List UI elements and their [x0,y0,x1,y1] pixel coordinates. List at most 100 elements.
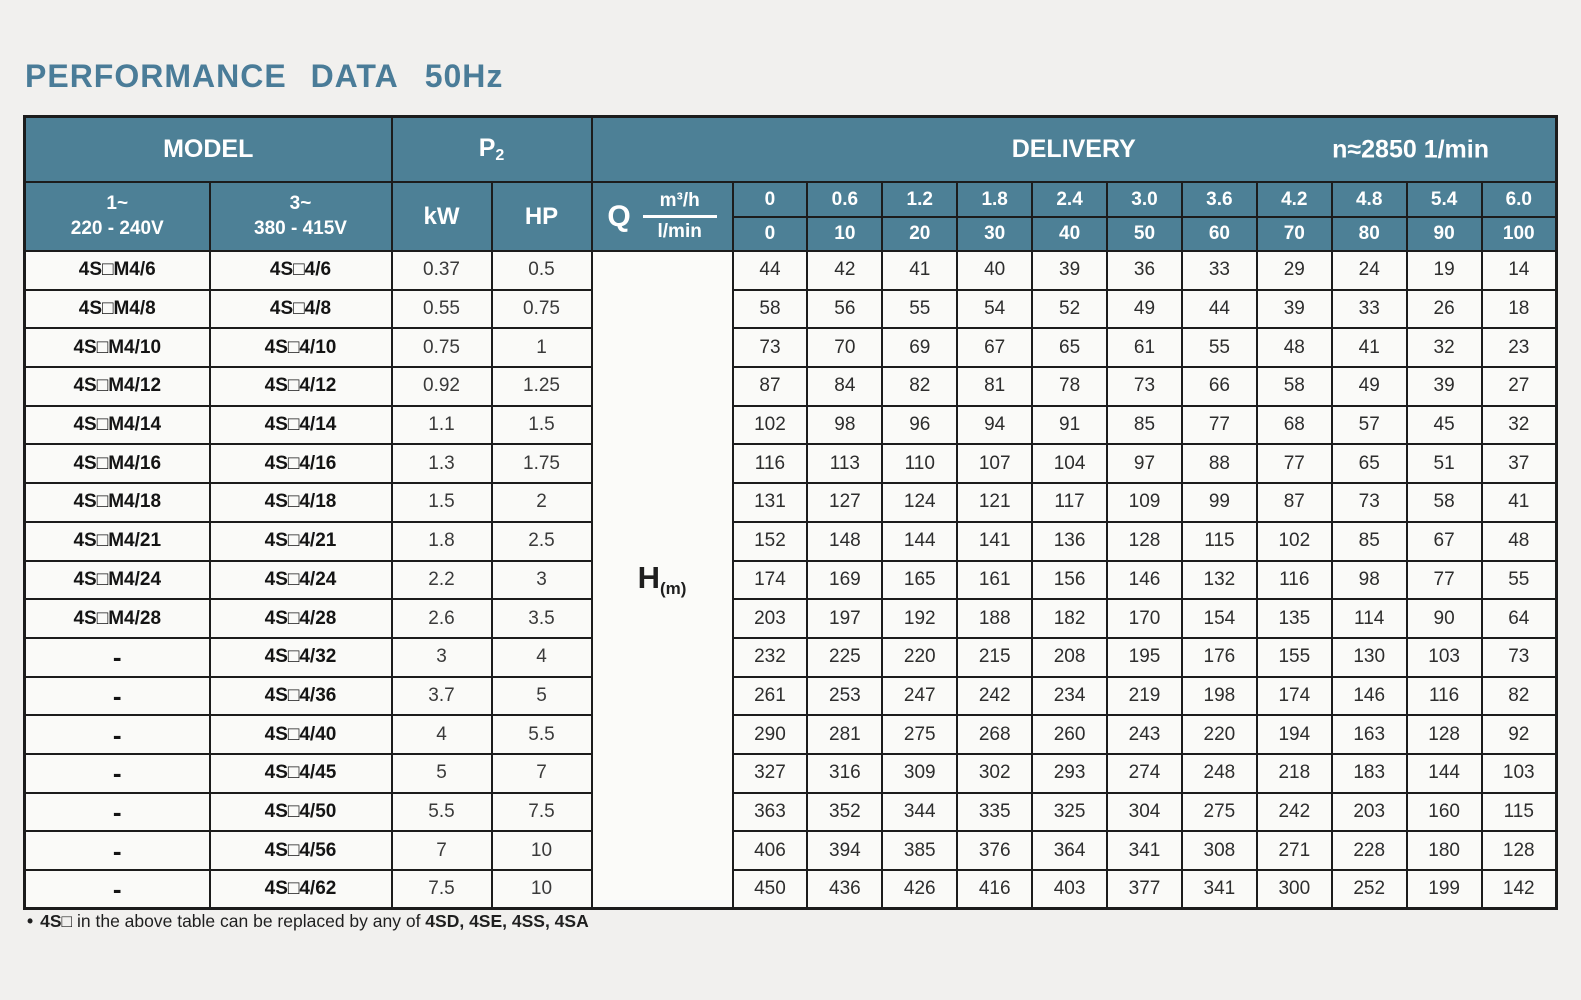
head-value-cell: 116 [731,443,809,485]
head-value-cell: 91 [1031,404,1109,446]
table-row: 4S□M4/16 4S□4/16 1.3 1.75 116 113 110 107 104 97 8… [23,443,1558,485]
hp-cell: 0.5 [490,250,593,291]
head-value-cell: 203 [731,598,809,639]
head-value-cell: 436 [806,869,884,910]
kw-cell: 0.75 [390,327,493,369]
head-value-cell: 146 [1106,559,1183,601]
table-row: 4S□M4/28 4S□4/28 2.6 3.5 203 197 192 188 182 170 1… [23,598,1558,639]
model-3ph-cell: 4S□4/10 [208,327,393,369]
head-value-cell: 228 [1330,830,1408,871]
header-phase-1: 1~ 220 - 240V [23,181,211,252]
head-value-cell: 128 [1405,714,1483,755]
model-1ph-cell: 4S□M4/8 [23,288,211,330]
page-title: PERFORMANCE DATA 50Hz [25,58,503,95]
flow-lmin-value: 90 [1433,223,1455,244]
head-value-cell: 144 [881,520,959,562]
head-value-cell: 385 [881,830,959,871]
head-value-cell: 29 [1255,250,1333,291]
model-3ph-cell: 4S□4/8 [208,288,393,330]
head-value-cell: 97 [1106,443,1183,485]
head-value-cell: 27 [1480,366,1558,407]
table-row: -4S□4/32 3 4 232 225 220 215 208 195 176 155 130 103… [23,636,1558,678]
head-value-cell: 54 [956,288,1034,330]
head-value-cell: 88 [1180,443,1258,485]
model-3ph-cell: 4S□4/40 [208,714,393,755]
flow-lmin-value: 60 [1208,223,1230,244]
flow-header-col: 6.0 100 [1480,181,1558,252]
head-value-cell: 117 [1031,482,1109,523]
head-value-cell: 36 [1106,250,1183,291]
head-value-cell: 49 [1106,288,1183,330]
head-value-cell: 341 [1180,869,1258,910]
hp-cell: 5 [490,675,593,717]
head-value-cell: 252 [1330,869,1408,910]
model-3ph-cell: 4S□4/16 [208,443,393,485]
head-value-cell: 302 [956,752,1034,794]
head-value-cell: 364 [1031,830,1109,871]
head-value-cell: 103 [1405,636,1483,678]
model-1ph-cell: - [23,675,211,717]
flow-lmin-value: 80 [1358,223,1380,244]
head-value-cell: 275 [1180,791,1258,833]
head-value-cell: 104 [1031,443,1109,485]
head-value-cell: 84 [806,366,884,407]
footnote-variants: 4SD, 4SE, 4SS, 4SA [425,911,589,931]
model-3ph-cell: 4S□4/18 [208,482,393,523]
model-1ph-cell: 4S□M4/28 [23,598,211,639]
flow-m3h-value: 1.8 [959,184,1031,218]
head-value-cell: 61 [1106,327,1183,369]
flow-unit-lmin: l/min [657,221,702,242]
head-value-cell: 160 [1405,791,1483,833]
head-value-cell: 335 [956,791,1034,833]
head-value-cell: 85 [1330,520,1408,562]
head-value-cell: 57 [1330,404,1408,446]
head-value-cell: 55 [1180,327,1258,369]
table-body: 4S□M4/6 4S□4/6 0.37 0.5 H(m) 44 42 41 40 39 36 33 29… [23,250,1558,910]
head-value-cell: 114 [1330,598,1408,639]
head-value-cell: 174 [1255,675,1333,717]
table-row: -4S□4/36 3.7 5 261 253 247 242 234 219 198 174 146 1… [23,675,1558,717]
table-row: -4S□4/56 7 10 406 394 385 376 364 341 308 271 228 18… [23,830,1558,871]
flow-m3h-value: 3.6 [1183,184,1255,218]
head-value-cell: 242 [1255,791,1333,833]
head-value-cell: 130 [1330,636,1408,678]
title-frequency: 50Hz [424,58,504,94]
head-value-cell: 394 [806,830,884,871]
head-value-cell: 225 [806,636,884,678]
head-value-cell: 39 [1255,288,1333,330]
head-value-cell: 23 [1480,327,1558,369]
flow-m3h-value: 1.2 [884,184,956,218]
q-label: Q [607,199,631,233]
head-value-cell: 116 [1405,675,1483,717]
model-1ph-cell: - [23,830,211,871]
model-1ph-cell: 4S□M4/6 [23,250,211,291]
flow-header-col: 5.4 90 [1405,181,1483,252]
head-value-cell: 41 [881,250,959,291]
header-delivery: DELIVERY n≈2850 1/min [590,115,1558,183]
flow-m3h-value: 6.0 [1483,184,1555,218]
head-value-cell: 32 [1480,404,1558,446]
kw-cell: 0.92 [390,366,493,407]
head-value-cell: 146 [1330,675,1408,717]
head-value-cell: 77 [1405,559,1483,601]
head-value-cell: 198 [1180,675,1258,717]
head-value-cell: 37 [1480,443,1558,485]
footnote: • 4S□ in the above table can be replaced … [27,911,589,932]
flow-m3h-value: 2.4 [1034,184,1106,218]
head-value-cell: 73 [1330,482,1408,523]
head-value-cell: 242 [956,675,1034,717]
flow-header-col: 3.0 50 [1106,181,1183,252]
head-value-cell: 24 [1330,250,1408,291]
head-value-cell: 136 [1031,520,1109,562]
flow-header-col: 3.6 60 [1180,181,1258,252]
head-value-cell: 39 [1405,366,1483,407]
head-value-cell: 188 [956,598,1034,639]
head-value-cell: 44 [1180,288,1258,330]
hp-cell: 1.5 [490,404,593,446]
head-value-cell: 127 [806,482,884,523]
head-value-cell: 248 [1180,752,1258,794]
head-value-cell: 41 [1330,327,1408,369]
head-value-cell: 69 [881,327,959,369]
footnote-bullet: • [27,911,34,931]
